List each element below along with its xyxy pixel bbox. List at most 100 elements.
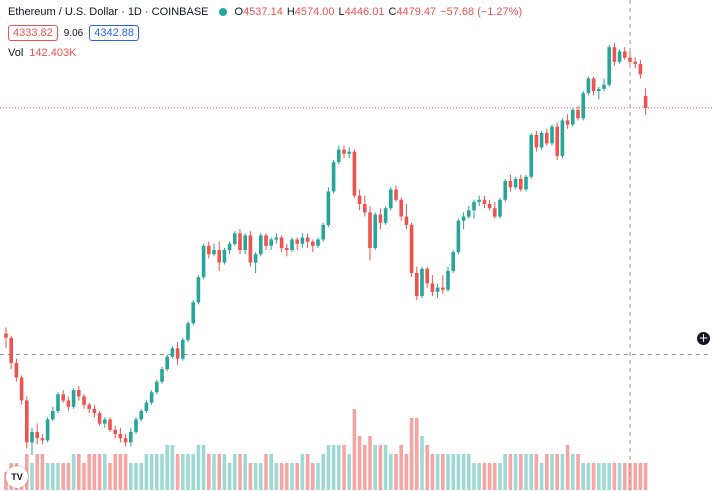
volume-bar bbox=[160, 454, 164, 490]
volume-bar bbox=[503, 454, 507, 490]
candle-body bbox=[238, 233, 242, 250]
change-value: −57.68 (−1.27%) bbox=[440, 6, 523, 18]
volume-bar bbox=[144, 454, 149, 490]
candle-body bbox=[581, 93, 585, 119]
candle-body bbox=[633, 61, 637, 64]
candle-body bbox=[555, 126, 559, 156]
ask-button[interactable]: 4342.88 bbox=[89, 25, 139, 41]
volume-bar bbox=[87, 454, 91, 490]
volume-bar bbox=[435, 454, 440, 490]
volume-bar bbox=[430, 454, 435, 490]
candle-body bbox=[477, 199, 481, 202]
volume-bar bbox=[233, 454, 237, 490]
volume-bar bbox=[337, 445, 341, 490]
candle-body bbox=[92, 408, 97, 414]
volume-bar bbox=[217, 454, 221, 490]
volume-bar bbox=[149, 454, 154, 490]
volume-bar bbox=[425, 445, 429, 490]
volume-bar bbox=[607, 463, 611, 490]
volume-bar bbox=[519, 454, 523, 490]
candle-body bbox=[373, 214, 377, 248]
candle-body bbox=[591, 78, 596, 91]
volume-bar bbox=[399, 445, 403, 490]
market-status-icon bbox=[218, 8, 227, 16]
candle-body bbox=[430, 283, 435, 292]
candle-body bbox=[498, 199, 502, 217]
volume-bar bbox=[368, 436, 372, 490]
candle-body bbox=[212, 250, 216, 255]
candle-body bbox=[66, 400, 71, 407]
volume-bar bbox=[638, 463, 643, 490]
candle-body bbox=[61, 394, 65, 401]
close-value: 4479.47 bbox=[396, 6, 437, 18]
candle-body bbox=[4, 333, 8, 338]
candle-body bbox=[259, 235, 263, 255]
volume-bar bbox=[524, 454, 528, 490]
bid-button[interactable]: 4333.82 bbox=[8, 25, 58, 41]
candle-body bbox=[508, 181, 513, 188]
volume-bar bbox=[389, 454, 393, 490]
volume-bar bbox=[264, 454, 268, 490]
volume-bar bbox=[155, 454, 159, 490]
candle-body bbox=[139, 411, 143, 420]
candle-body bbox=[227, 243, 232, 250]
candle-body bbox=[643, 95, 648, 108]
volume-bar bbox=[212, 454, 216, 490]
candle-body bbox=[337, 149, 341, 163]
candle-body bbox=[170, 348, 175, 357]
candle-body bbox=[108, 419, 112, 430]
volume-bar bbox=[493, 463, 497, 490]
candle-body bbox=[9, 337, 13, 363]
volume-bar bbox=[129, 463, 133, 490]
candle-body bbox=[451, 252, 455, 271]
symbol-title[interactable]: Ethereum / U.S. Dollar · 1D · COINBASE bbox=[8, 6, 209, 18]
volume-bar bbox=[628, 463, 632, 490]
candle-body bbox=[19, 377, 24, 401]
volume-bar bbox=[103, 454, 107, 490]
candle-body bbox=[77, 390, 81, 397]
candle-body bbox=[45, 419, 50, 441]
candle-body bbox=[233, 233, 237, 244]
volume-bar bbox=[113, 454, 117, 490]
candle-body bbox=[503, 181, 507, 200]
volume-bars bbox=[4, 409, 648, 490]
volume-bar bbox=[295, 463, 299, 490]
volume-bar bbox=[394, 454, 398, 490]
volume-bar bbox=[118, 454, 123, 490]
candle-body bbox=[539, 132, 544, 148]
candle-body bbox=[342, 149, 346, 154]
volume-bar bbox=[248, 463, 253, 490]
volume-bar bbox=[300, 454, 305, 490]
volume-bar bbox=[409, 418, 414, 490]
candle-body bbox=[222, 250, 227, 263]
candle-body bbox=[316, 239, 320, 246]
close-label: C bbox=[388, 6, 397, 18]
volume-bar bbox=[591, 463, 596, 490]
volume-bar bbox=[342, 445, 346, 490]
volume-bar bbox=[243, 454, 247, 490]
candle-body bbox=[300, 237, 305, 244]
tradingview-logo[interactable]: TV bbox=[6, 466, 28, 488]
open-label: O bbox=[234, 6, 244, 18]
volume-bar bbox=[40, 454, 45, 490]
candle-body bbox=[482, 199, 487, 204]
candle-body bbox=[201, 245, 206, 278]
volume-bar bbox=[331, 445, 336, 490]
candle-body bbox=[14, 362, 19, 378]
price-candles bbox=[4, 43, 648, 455]
volume-bar bbox=[134, 463, 138, 490]
volume-bar bbox=[316, 463, 320, 490]
candle-body bbox=[196, 277, 201, 303]
add-plus-icon[interactable]: + bbox=[697, 331, 710, 345]
volume-bar bbox=[441, 454, 445, 490]
candle-body bbox=[394, 189, 398, 200]
candle-body bbox=[191, 302, 195, 324]
volume-bar bbox=[378, 445, 383, 490]
volume-bar bbox=[477, 463, 481, 490]
candle-body bbox=[326, 191, 331, 225]
candle-body bbox=[586, 78, 591, 94]
volume-bar bbox=[123, 454, 128, 490]
candle-body bbox=[446, 270, 450, 290]
volume-bar bbox=[472, 463, 476, 490]
